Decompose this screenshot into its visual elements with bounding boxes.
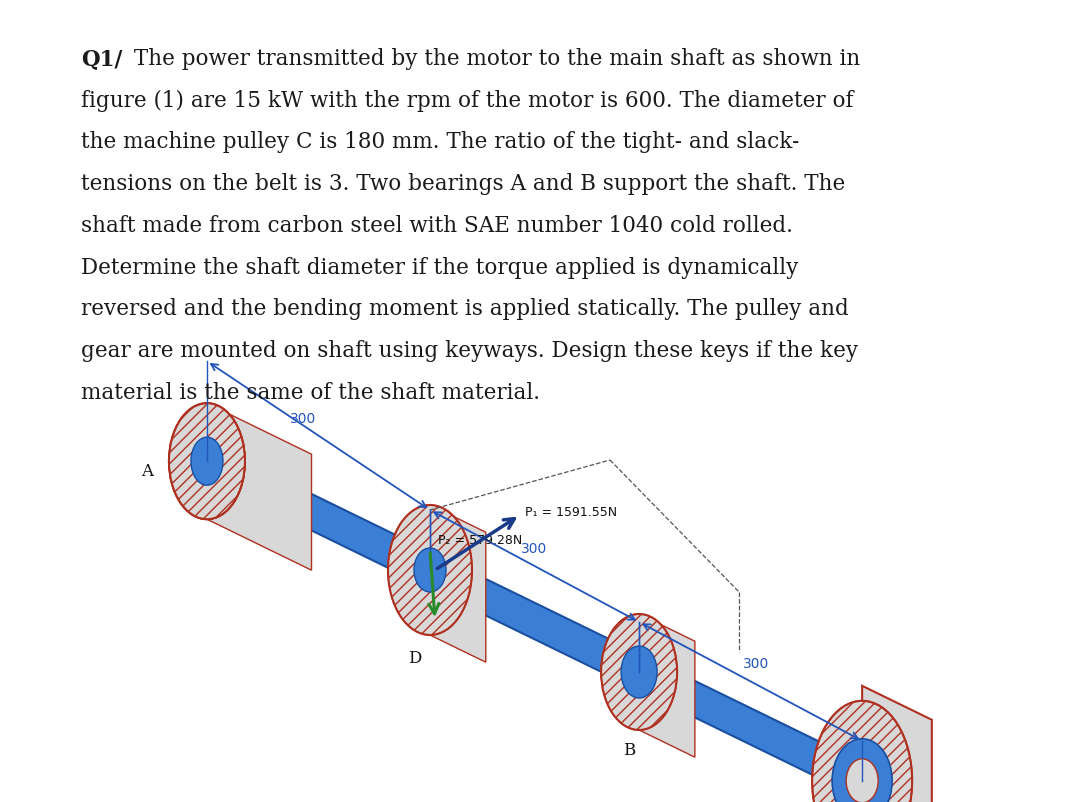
- Text: P₁ = 1591.55N: P₁ = 1591.55N: [525, 505, 617, 519]
- Ellipse shape: [191, 437, 222, 485]
- Ellipse shape: [832, 739, 892, 802]
- Ellipse shape: [621, 646, 657, 698]
- Text: D: D: [408, 650, 421, 667]
- Text: gear are mounted on shaft using keyways. Design these keys if the key: gear are mounted on shaft using keyways.…: [81, 340, 859, 362]
- Text: 300: 300: [742, 658, 769, 671]
- Ellipse shape: [168, 403, 245, 519]
- Text: tensions on the belt is 3. Two bearings A and B support the shaft. The: tensions on the belt is 3. Two bearings …: [81, 173, 846, 195]
- Ellipse shape: [846, 759, 878, 802]
- Text: 300: 300: [522, 542, 548, 556]
- Polygon shape: [214, 453, 835, 779]
- Text: B: B: [623, 742, 635, 759]
- Text: material is the same of the shaft material.: material is the same of the shaft materi…: [81, 382, 540, 403]
- Polygon shape: [862, 686, 932, 802]
- Text: Determine the shaft diameter if the torque applied is dynamically: Determine the shaft diameter if the torq…: [81, 257, 798, 278]
- Ellipse shape: [602, 614, 677, 730]
- Ellipse shape: [191, 437, 222, 485]
- Ellipse shape: [168, 403, 245, 519]
- Ellipse shape: [388, 505, 472, 635]
- Text: the machine pulley C is 180 mm. The ratio of the tight- and slack-: the machine pulley C is 180 mm. The rati…: [81, 132, 799, 153]
- Text: A: A: [141, 463, 153, 480]
- Text: Q1/: Q1/: [81, 48, 122, 70]
- Polygon shape: [639, 614, 694, 757]
- Ellipse shape: [414, 548, 446, 592]
- Text: P₂ = 579.28N: P₂ = 579.28N: [438, 533, 523, 546]
- Text: 300: 300: [291, 411, 316, 426]
- Text: shaft made from carbon steel with SAE number 1040 cold rolled.: shaft made from carbon steel with SAE nu…: [81, 215, 793, 237]
- Text: The power transmitted by the motor to the main shaft as shown in: The power transmitted by the motor to th…: [127, 48, 861, 70]
- Ellipse shape: [812, 701, 913, 802]
- Polygon shape: [430, 505, 486, 662]
- Text: reversed and the bending moment is applied statically. The pulley and: reversed and the bending moment is appli…: [81, 298, 849, 320]
- Text: figure (1) are 15 kW with the rpm of the motor is 600. The diameter of: figure (1) are 15 kW with the rpm of the…: [81, 90, 853, 111]
- Polygon shape: [207, 403, 311, 570]
